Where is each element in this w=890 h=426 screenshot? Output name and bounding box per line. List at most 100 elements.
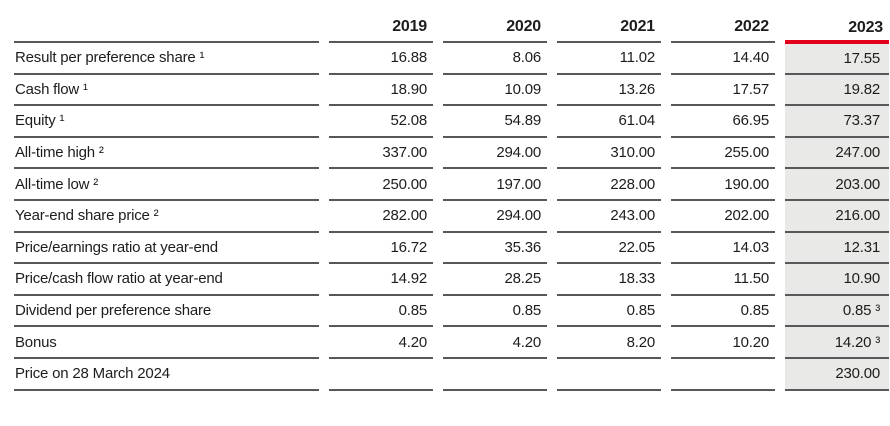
column-gap — [661, 0, 671, 42]
column-gap — [661, 42, 671, 74]
column-gap — [775, 326, 785, 358]
column-gap — [547, 326, 557, 358]
cell-value: 18.90 — [329, 73, 433, 107]
column-gap — [661, 326, 671, 358]
cell-value: 11.02 — [557, 42, 661, 75]
column-gap — [433, 295, 443, 327]
cell-value-highlighted: 0.85 ³ — [785, 294, 889, 328]
column-gap — [319, 358, 329, 390]
column-header-2023-highlighted: 2023 — [785, 0, 889, 44]
cell-value-highlighted: 203.00 — [785, 168, 889, 201]
column-gap — [775, 200, 785, 232]
cell-value — [557, 357, 661, 391]
cell-value: 17.57 — [671, 73, 775, 107]
column-gap — [775, 42, 785, 74]
column-header-2021: 2021 — [557, 0, 661, 43]
column-header-2022: 2022 — [671, 0, 775, 43]
column-header-2020: 2020 — [443, 0, 547, 43]
cell-value: 337.00 — [329, 136, 433, 170]
cell-value: 10.20 — [671, 326, 775, 359]
row-label: Price/cash flow ratio at year-end — [14, 263, 319, 296]
cell-value: 255.00 — [671, 136, 775, 170]
row-label: Dividend per preference share — [14, 294, 319, 328]
column-gap — [547, 74, 557, 106]
cell-value: 52.08 — [329, 105, 433, 138]
column-gap — [319, 168, 329, 200]
cell-value: 11.50 — [671, 263, 775, 296]
table-row: Price/earnings ratio at year-end 16.72 35.… — [14, 231, 889, 265]
table-row: All-time low ² 250.00 197.00 228.00 190.00 20… — [14, 168, 889, 201]
row-label: Price/earnings ratio at year-end — [14, 231, 319, 265]
cell-value — [443, 357, 547, 391]
column-gap — [433, 74, 443, 106]
cell-value: 190.00 — [671, 168, 775, 201]
column-gap — [433, 326, 443, 358]
column-gap — [547, 0, 557, 42]
cell-value: 0.85 — [557, 294, 661, 328]
key-figures-table: 2019 2020 2021 2022 2023 Result per preferen… — [14, 0, 889, 391]
column-gap — [433, 42, 443, 74]
cell-value: 8.20 — [557, 326, 661, 359]
column-gap — [661, 168, 671, 200]
table-body: Result per preference share ¹ 16.88 8.06 11… — [14, 42, 889, 391]
column-gap — [319, 42, 329, 74]
cell-value-highlighted: 247.00 — [785, 136, 889, 170]
column-gap — [433, 137, 443, 169]
column-gap — [661, 200, 671, 232]
cell-value: 294.00 — [443, 199, 547, 233]
column-gap — [775, 74, 785, 106]
column-gap — [319, 0, 329, 42]
column-gap — [547, 168, 557, 200]
table-row: Equity ¹ 52.08 54.89 61.04 66.95 73.37 — [14, 105, 889, 138]
column-gap — [319, 295, 329, 327]
cell-value: 8.06 — [443, 42, 547, 75]
cell-value: 14.92 — [329, 263, 433, 296]
header-row: 2019 2020 2021 2022 2023 — [14, 0, 889, 44]
column-gap — [433, 263, 443, 295]
column-gap — [319, 326, 329, 358]
cell-value-highlighted: 73.37 — [785, 105, 889, 138]
column-gap — [433, 358, 443, 390]
cell-value: 310.00 — [557, 136, 661, 170]
column-gap — [433, 105, 443, 137]
cell-value-highlighted: 12.31 — [785, 231, 889, 265]
cell-value: 202.00 — [671, 199, 775, 233]
cell-value: 14.40 — [671, 42, 775, 75]
cell-value-highlighted: 17.55 — [785, 42, 889, 75]
cell-value: 243.00 — [557, 199, 661, 233]
table-row: Price on 28 March 2024 230.00 — [14, 357, 889, 391]
cell-value: 54.89 — [443, 105, 547, 138]
cell-value: 4.20 — [329, 326, 433, 359]
cell-value: 0.85 — [443, 294, 547, 328]
cell-value-highlighted: 19.82 — [785, 73, 889, 107]
cell-value-highlighted: 230.00 — [785, 357, 889, 391]
cell-value: 228.00 — [557, 168, 661, 201]
table-row: Cash flow ¹ 18.90 10.09 13.26 17.57 19.82 — [14, 73, 889, 107]
table-header: 2019 2020 2021 2022 2023 — [14, 0, 889, 44]
column-gap — [775, 358, 785, 390]
table-row: All-time high ² 337.00 294.00 310.00 255.00 2… — [14, 136, 889, 170]
column-gap — [661, 74, 671, 106]
column-gap — [661, 232, 671, 264]
column-gap — [433, 168, 443, 200]
cell-value: 66.95 — [671, 105, 775, 138]
column-gap — [547, 137, 557, 169]
cell-value: 35.36 — [443, 231, 547, 265]
table-row: Price/cash flow ratio at year-end 14.92 28… — [14, 263, 889, 296]
cell-value: 22.05 — [557, 231, 661, 265]
cell-value: 197.00 — [443, 168, 547, 201]
row-label: Equity ¹ — [14, 105, 319, 138]
cell-value: 250.00 — [329, 168, 433, 201]
column-gap — [433, 200, 443, 232]
row-label: Cash flow ¹ — [14, 73, 319, 107]
cell-value — [671, 357, 775, 391]
column-gap — [547, 232, 557, 264]
cell-value: 18.33 — [557, 263, 661, 296]
cell-value: 16.72 — [329, 231, 433, 265]
table-row: Dividend per preference share 0.85 0.85 0.8… — [14, 294, 889, 328]
column-gap — [775, 105, 785, 137]
column-header-2019: 2019 — [329, 0, 433, 43]
column-gap — [547, 295, 557, 327]
column-gap — [661, 137, 671, 169]
